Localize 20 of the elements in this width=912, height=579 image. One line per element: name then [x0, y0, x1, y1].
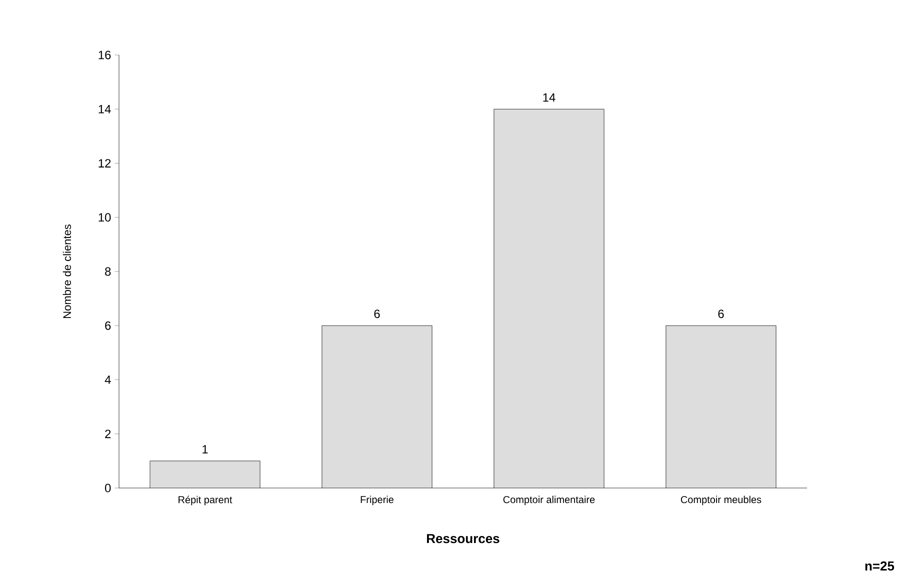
x-tick-label: Comptoir meubles [680, 496, 762, 506]
y-tick-label: 8 [105, 267, 111, 276]
data-label: 6 [718, 310, 724, 318]
y-tick-label: 12 [98, 159, 111, 168]
x-axis-title: Ressources [427, 534, 500, 544]
x-tick-label: Comptoir alimentaire [503, 496, 595, 506]
y-tick-label: 10 [98, 213, 111, 222]
data-label: 6 [374, 310, 380, 318]
text: n=25 [865, 561, 894, 571]
x-tick-label: Friperie [360, 496, 394, 506]
data-label: 1 [202, 445, 208, 454]
y-tick-label: 6 [105, 321, 111, 330]
x-tick-label: Répit parent [178, 496, 232, 506]
y-tick-label: 4 [104, 376, 111, 384]
y-tick-label: 2 [105, 430, 111, 438]
y-tick-label: 0 [105, 484, 111, 492]
y-tick-label: 14 [98, 105, 111, 114]
data-label: 14 [543, 93, 556, 102]
y-axis-title: Nombre de clientes [62, 224, 71, 318]
y-tick-label: 16 [98, 50, 111, 60]
